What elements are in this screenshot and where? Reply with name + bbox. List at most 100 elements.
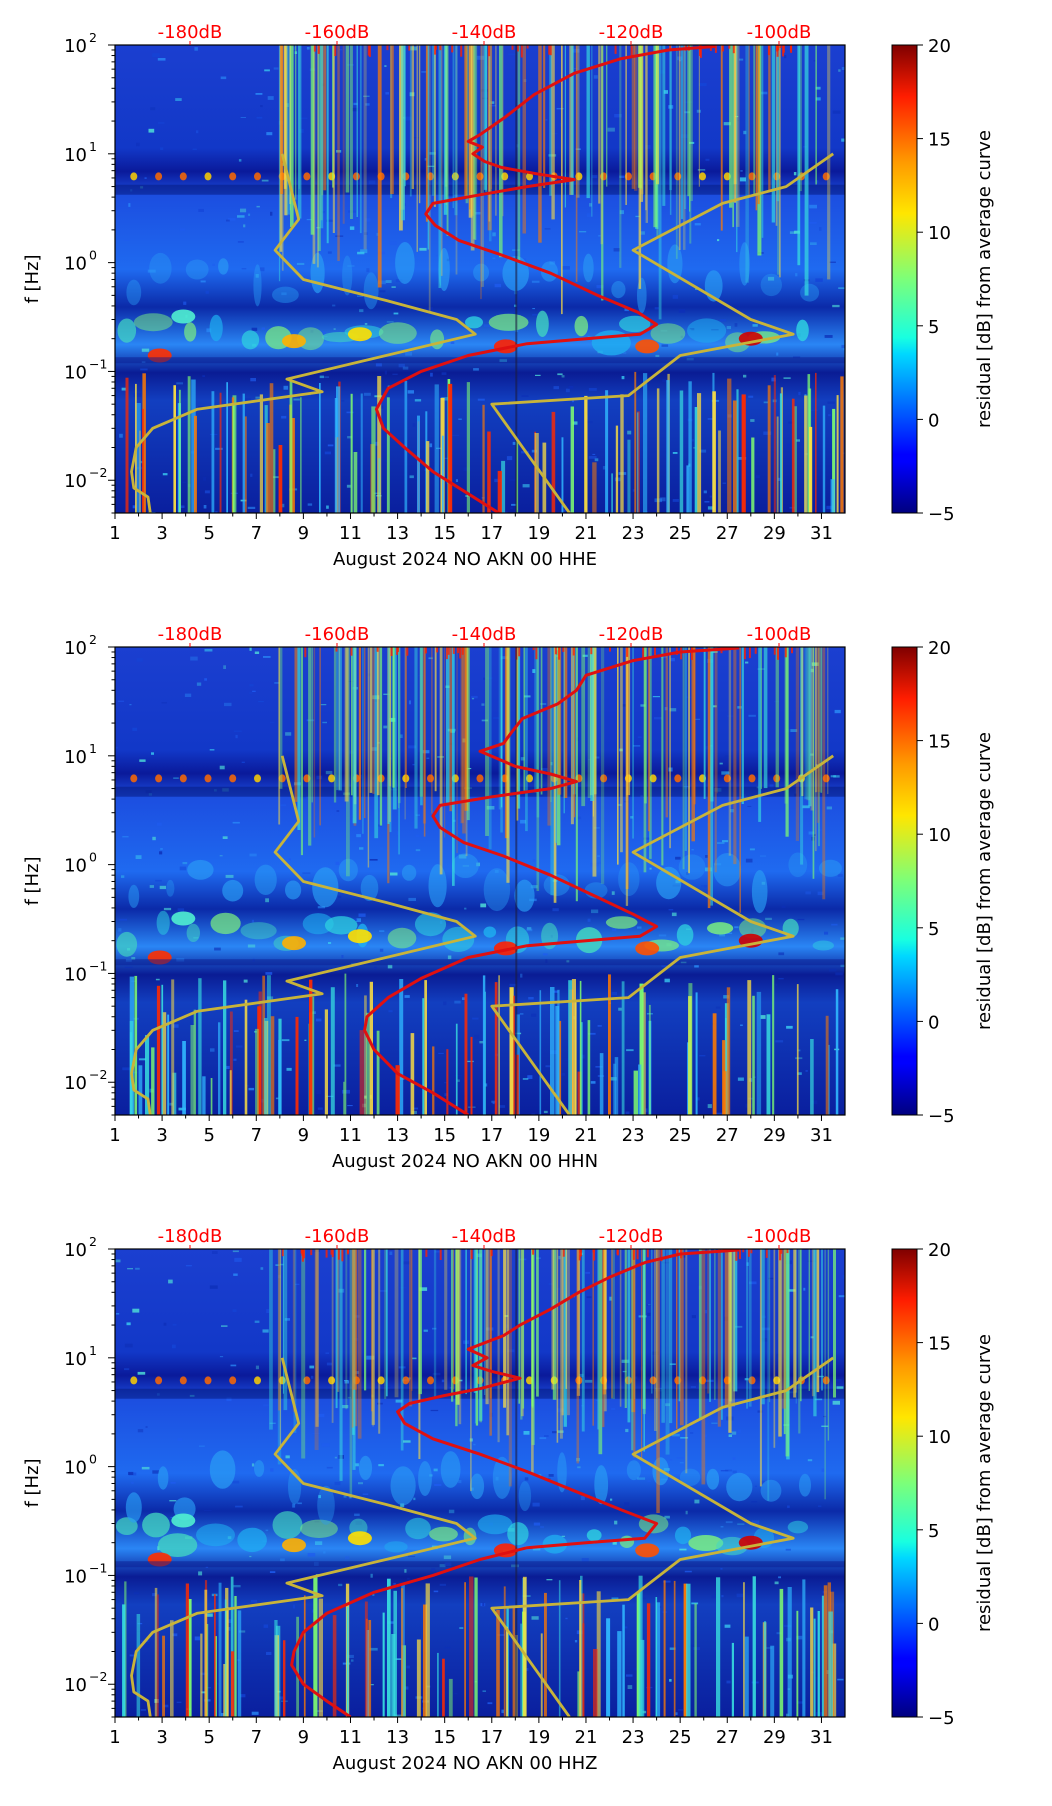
heatmap-top-mark [732, 45, 735, 54]
heatmap-speckle [739, 177, 746, 182]
heatmap-speckle [324, 451, 331, 455]
heatmap-blob [285, 880, 302, 900]
heatmap-streak [777, 45, 780, 275]
heatmap-spike [656, 388, 660, 513]
heatmap-streak [748, 45, 750, 198]
heatmap-spike [278, 445, 283, 513]
heatmap-streak [439, 647, 443, 875]
heatmap-top-mark [488, 45, 491, 57]
heatmap-speckle [659, 70, 665, 74]
heatmap-speckle [316, 227, 320, 229]
heatmap-speckle [256, 205, 260, 208]
heatmap-speckle [384, 65, 387, 67]
colorbar-gradient [891, 44, 918, 514]
heatmap-speckle [619, 210, 624, 215]
heatmap-streak [446, 647, 450, 803]
x-tick-label: 5 [203, 523, 214, 544]
x-tick-label: 11 [339, 1727, 362, 1748]
heatmap-spike [802, 1579, 806, 1717]
heatmap-blob [185, 259, 209, 280]
heatmap-speckle [177, 908, 185, 912]
heatmap-speckle [176, 1701, 182, 1703]
x-tick-label: 15 [433, 1125, 456, 1146]
colorbar-tick-label: −5 [928, 504, 955, 525]
heatmap-speckle [415, 849, 421, 852]
heatmap-streak [390, 45, 394, 195]
heatmap-streak [398, 647, 400, 855]
heatmap-speckle [630, 816, 634, 819]
heatmap-streak [817, 647, 821, 792]
heatmap-spike [627, 439, 631, 513]
heatmap-spike [656, 1602, 661, 1717]
heatmap-top-mark [452, 647, 455, 654]
heatmap-speckle [136, 658, 143, 662]
heatmap-speckle [557, 1408, 565, 1413]
heatmap-streak [817, 647, 820, 823]
heatmap-streak [384, 1249, 387, 1399]
heatmap-blob [687, 318, 727, 343]
heatmap-speckle [622, 352, 627, 354]
colorbar-tick-label: 5 [928, 317, 939, 338]
heatmap-speckle [235, 1045, 243, 1048]
heatmap-speckle [122, 836, 129, 838]
heatmap-speckle [734, 323, 738, 327]
heatmap-speckle [426, 165, 435, 167]
heatmap-speckle [834, 709, 841, 714]
heatmap-spike [712, 1013, 717, 1115]
heatmap-streak [516, 647, 521, 809]
heatmap-streak [434, 647, 437, 792]
heatmap-speckle [719, 933, 726, 937]
heatmap-streak [577, 1249, 580, 1389]
heatmap-speckle [675, 856, 681, 860]
heatmap-spike [318, 1598, 323, 1717]
heatmap-speckle [810, 409, 819, 411]
heatmap-streak [778, 1249, 782, 1437]
heatmap-speckle [408, 745, 417, 749]
heatmap-spike [688, 381, 692, 513]
heatmap-speckle [784, 55, 787, 59]
heatmap-streak [634, 45, 638, 191]
heatmap-blob [209, 314, 223, 342]
heatmap-speckle [259, 267, 265, 272]
heatmap-streak [808, 647, 812, 807]
heatmap-speckle [811, 662, 819, 666]
heatmap-speckle [163, 1704, 169, 1708]
heatmap-speckle [793, 356, 801, 359]
heatmap-streak [311, 647, 313, 803]
heatmap-speckle [802, 805, 810, 809]
heatmap-speckle [512, 441, 516, 445]
heatmap-speckle [240, 1694, 246, 1698]
heatmap-speckle [598, 235, 601, 237]
heatmap-hotspot [171, 309, 196, 324]
heatmap-streak [567, 1249, 570, 1416]
heatmap-speckle [419, 1287, 428, 1291]
heatmap-blob [574, 315, 589, 337]
heatmap-blob [637, 277, 647, 314]
heatmap-spike [244, 999, 248, 1115]
heatmap-speckle [761, 1327, 770, 1331]
heatmap-speckle [233, 1058, 237, 1061]
heatmap-spike [258, 991, 262, 1115]
heatmap-spike [290, 418, 295, 513]
heatmap-top-mark [748, 647, 751, 659]
heatmap-speckle [809, 204, 817, 209]
heatmap-streak [625, 647, 629, 906]
heatmap-spike [178, 389, 181, 513]
heatmap-speckle [588, 456, 597, 459]
heatmap-streak [771, 45, 775, 223]
heatmap-speckle [832, 1400, 840, 1405]
heatmap-speckle [196, 682, 202, 686]
heatmap-spike [334, 398, 338, 513]
heatmap-spike [230, 1576, 234, 1717]
heatmap-streak [339, 1249, 343, 1481]
heatmap-speckle [483, 677, 486, 680]
heatmap-streak [418, 1249, 422, 1395]
heatmap-speckle [568, 385, 574, 389]
heatmap-periodic-dot [377, 1376, 385, 1385]
heatmap-speckle [747, 805, 752, 807]
heatmap-spike [422, 998, 425, 1115]
heatmap-speckle [407, 1577, 410, 1580]
heatmap-top-mark [791, 647, 793, 654]
heatmap-speckle [526, 928, 533, 932]
